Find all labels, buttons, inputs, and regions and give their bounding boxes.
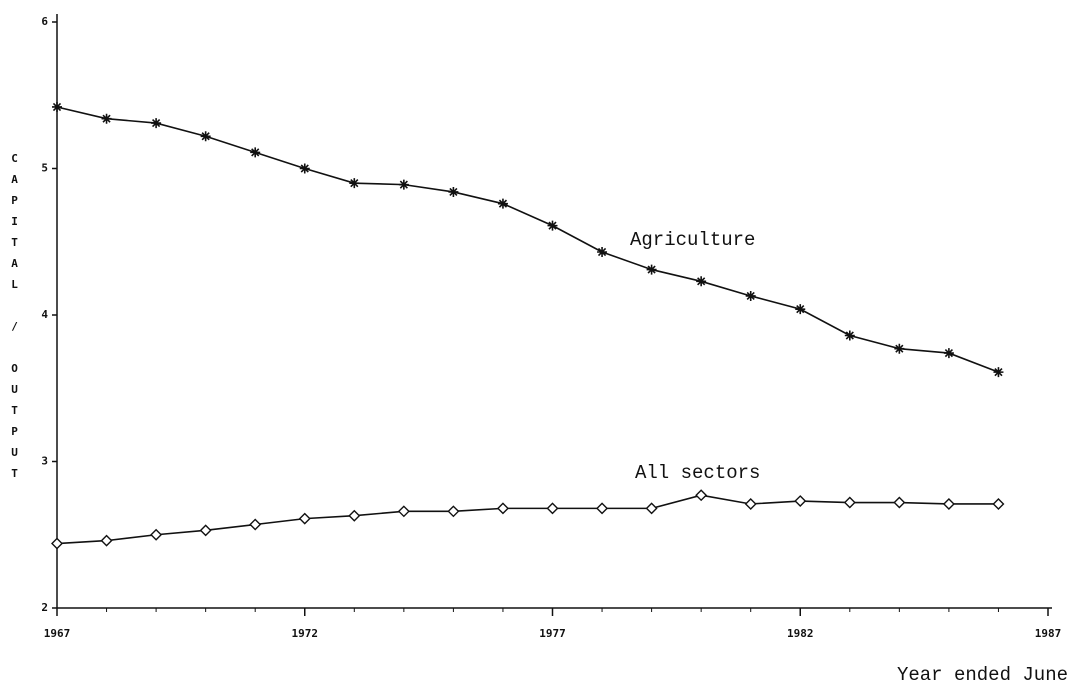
point-marker bbox=[744, 497, 757, 510]
x-tick-label: 1987 bbox=[1035, 627, 1062, 640]
point-marker bbox=[200, 131, 211, 142]
point-marker bbox=[249, 518, 262, 531]
point-marker bbox=[547, 220, 558, 231]
point-marker bbox=[943, 348, 954, 359]
y-tick-label: 5 bbox=[41, 162, 48, 175]
point-marker bbox=[298, 512, 311, 525]
point-marker bbox=[151, 118, 162, 129]
point-marker bbox=[299, 163, 310, 174]
point-marker bbox=[597, 247, 608, 258]
point-marker bbox=[398, 179, 409, 190]
point-marker bbox=[150, 528, 163, 541]
point-marker bbox=[893, 496, 906, 509]
y-tick-label: 2 bbox=[41, 601, 48, 614]
series-annotation: All sectors bbox=[635, 462, 760, 484]
x-tick-label: 1982 bbox=[787, 627, 814, 640]
x-tick-label: 1977 bbox=[539, 627, 566, 640]
point-marker bbox=[250, 147, 261, 158]
point-marker bbox=[596, 502, 609, 515]
point-marker bbox=[397, 505, 410, 518]
point-marker bbox=[942, 497, 955, 510]
point-marker bbox=[646, 264, 657, 275]
series-annotation: Agriculture bbox=[630, 229, 755, 251]
x-axis-label: Year ended June bbox=[897, 664, 1068, 684]
point-marker bbox=[843, 496, 856, 509]
point-marker bbox=[100, 534, 113, 547]
point-marker bbox=[199, 524, 212, 537]
point-marker bbox=[447, 505, 460, 518]
point-marker bbox=[992, 497, 1005, 510]
point-marker bbox=[745, 290, 756, 301]
point-marker bbox=[993, 367, 1004, 378]
series-line bbox=[56, 494, 999, 545]
point-marker bbox=[844, 330, 855, 341]
point-marker bbox=[695, 489, 708, 502]
y-tick-label: 3 bbox=[41, 455, 48, 468]
y-tick-label: 6 bbox=[41, 15, 48, 28]
series-line bbox=[56, 106, 999, 373]
point-marker bbox=[496, 502, 509, 515]
point-marker bbox=[349, 178, 360, 189]
x-tick-label: 1967 bbox=[44, 627, 71, 640]
point-marker bbox=[696, 276, 707, 287]
point-marker bbox=[894, 343, 905, 354]
point-marker bbox=[348, 509, 361, 522]
point-marker bbox=[645, 502, 658, 515]
point-marker bbox=[52, 101, 62, 112]
x-tick-label: 1972 bbox=[292, 627, 319, 640]
point-marker bbox=[795, 304, 806, 315]
point-marker bbox=[448, 186, 459, 197]
point-marker bbox=[794, 495, 807, 508]
y-axis-label: CAPITAL / OUTPUT bbox=[8, 152, 21, 488]
point-marker bbox=[497, 198, 508, 209]
point-marker bbox=[101, 113, 112, 124]
point-marker bbox=[546, 502, 559, 515]
point-marker bbox=[51, 537, 63, 550]
y-tick-label: 4 bbox=[41, 308, 48, 321]
